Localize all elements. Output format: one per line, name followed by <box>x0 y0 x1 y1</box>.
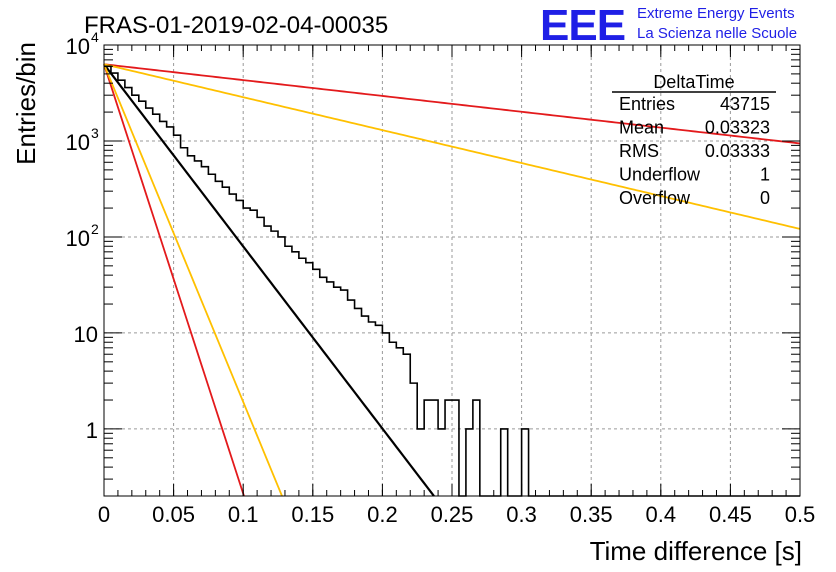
axis-ticks <box>103 44 801 497</box>
x-tick-label: 0.35 <box>570 502 613 527</box>
stats-rows: Entries 43715 Mean 0.03323 RMS 0.03333Underfl… <box>619 94 770 208</box>
x-tick-label: 0.3 <box>506 502 537 527</box>
stats-label: Entries <box>619 94 675 114</box>
stats-value: 1 <box>760 165 770 185</box>
x-tick-label: 0.45 <box>709 502 752 527</box>
stats-value: 0 <box>760 188 770 208</box>
stats-value: 0.03333 <box>705 141 770 161</box>
fit-curve <box>103 63 801 230</box>
y-tick-exponent: 4 <box>91 29 99 45</box>
x-axis-label: Time difference [s] <box>590 536 802 566</box>
y-tick-label: 10 <box>66 226 90 251</box>
fit-curves <box>103 63 801 497</box>
stats-box: DeltaTime Entries 43715 Mean 0.03323 RMS 0.03… <box>612 72 776 208</box>
stats-label: Underflow <box>619 165 701 185</box>
fit-curve <box>103 63 245 497</box>
stats-label: Overflow <box>619 188 691 208</box>
y-tick-label: 10 <box>66 34 90 59</box>
y-tick-label: 10 <box>66 130 90 155</box>
fit-curve <box>103 63 435 497</box>
stats-value: 43715 <box>720 94 770 114</box>
y-tick-label: 10 <box>74 322 98 347</box>
y-tick-label: 1 <box>86 418 98 443</box>
y-tick-exponent: 3 <box>91 125 99 141</box>
stats-label: Mean <box>619 118 664 138</box>
stats-value: 0.03323 <box>705 118 770 138</box>
grid <box>104 45 800 496</box>
logo-line1: Extreme Energy Events <box>637 5 795 22</box>
x-tick-label: 0 <box>98 502 110 527</box>
x-tick-labels: 0 0.05 0.1 0.15 0.2 0.25 0.3 0.35 0.4 0.45 0.5 <box>98 502 815 527</box>
eee-logo: EEE Extreme Energy Events La Scienza nel… <box>540 1 797 50</box>
x-tick-label: 0.2 <box>367 502 398 527</box>
x-tick-label: 0.05 <box>152 502 195 527</box>
y-tick-exponent: 2 <box>91 221 99 237</box>
stats-label: RMS <box>619 141 659 161</box>
x-tick-label: 0.5 <box>785 502 816 527</box>
y-axis-label: Entries/bin <box>11 42 41 165</box>
logo-line2: La Scienza nelle Scuole <box>637 25 797 42</box>
x-tick-label: 0.15 <box>291 502 334 527</box>
fit-curve <box>103 63 283 497</box>
logo-mark: EEE <box>540 1 625 50</box>
fit-curve <box>103 63 801 145</box>
stats-title: DeltaTime <box>653 72 734 92</box>
chart-title: FRAS-01-2019-02-04-00035 <box>84 12 388 39</box>
x-tick-label: 0.25 <box>431 502 474 527</box>
x-tick-label: 0.1 <box>228 502 259 527</box>
x-tick-label: 0.4 <box>646 502 677 527</box>
